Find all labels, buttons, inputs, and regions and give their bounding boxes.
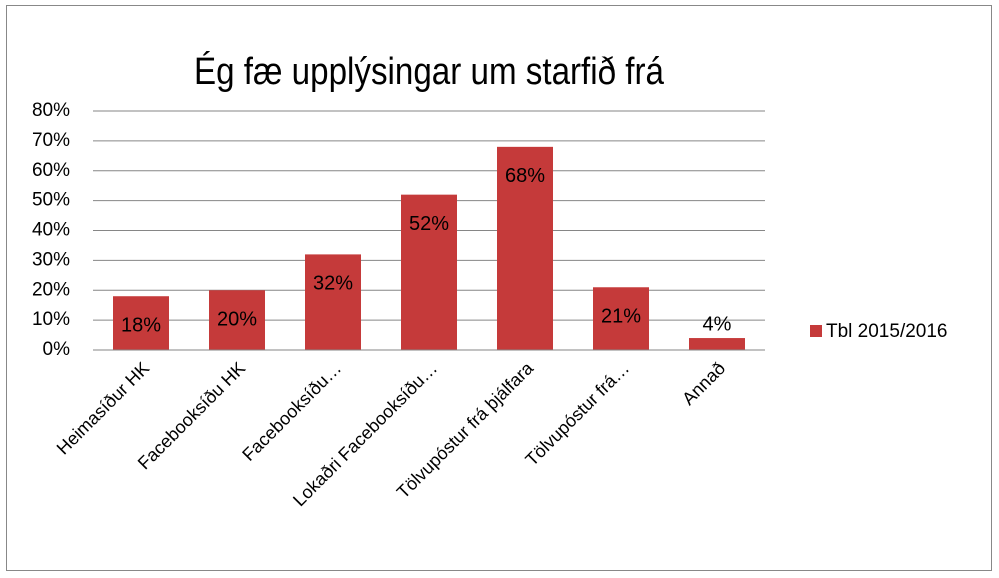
bar: [401, 194, 457, 350]
y-tick-label: 30%: [32, 249, 70, 270]
bar: [689, 338, 745, 350]
legend-label: Tbl 2015/2016: [826, 321, 948, 342]
chart-title: Ég fæ upplýsingar um starfið frá: [194, 50, 665, 93]
bar: [305, 254, 361, 350]
y-tick-label: 50%: [32, 190, 70, 211]
data-label: 52%: [409, 213, 449, 235]
y-tick-label: 60%: [32, 160, 70, 181]
bar: [113, 296, 169, 350]
y-tick-label: 70%: [32, 130, 70, 151]
data-label: 32%: [313, 273, 353, 295]
y-tick-label: 20%: [32, 279, 70, 300]
data-label: 18%: [121, 315, 161, 337]
y-tick-label: 10%: [32, 309, 70, 330]
data-label: 21%: [601, 306, 641, 328]
y-tick-label: 40%: [32, 220, 70, 241]
bar: [593, 287, 649, 350]
data-label: 4%: [703, 313, 732, 335]
data-label: 20%: [217, 309, 257, 331]
bar: [209, 290, 265, 350]
legend-swatch: [810, 325, 822, 337]
y-tick-label: 80%: [32, 100, 70, 121]
data-label: 68%: [505, 165, 545, 187]
bar: [497, 146, 553, 350]
y-tick-label: 0%: [43, 339, 71, 360]
